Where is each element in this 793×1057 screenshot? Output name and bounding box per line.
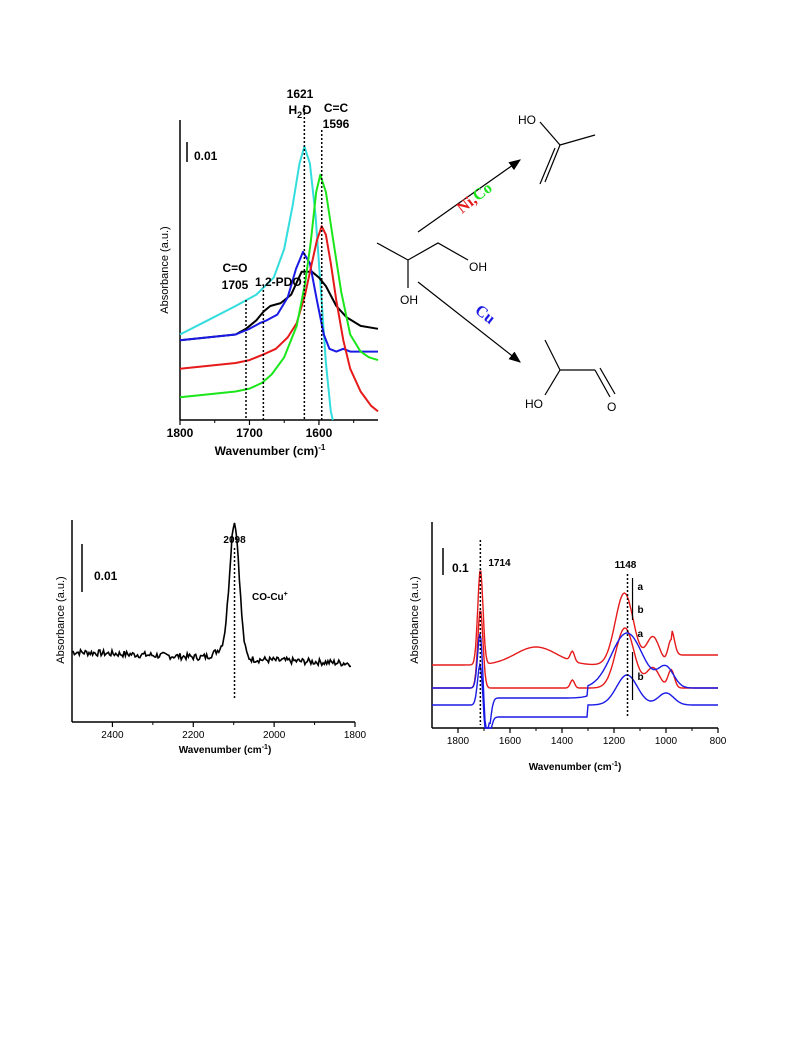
reactant-oh-bottom: OH — [400, 293, 418, 307]
p1-series-4 — [179, 173, 379, 399]
p1-annotation-co-value: 1705 — [222, 278, 249, 292]
p3-x-tick-label: 1000 — [655, 736, 678, 747]
p2-x-label: Wavenumber (cm-1) — [179, 744, 272, 756]
product-top-methyl-bond — [559, 134, 596, 146]
p3-series-tag: b — [638, 672, 644, 683]
p3-x-label: Wavenumber (cm-1) — [529, 761, 622, 773]
catalyst-cu-label: Cu — [472, 302, 499, 328]
p2-x-tick-label: 2000 — [263, 730, 286, 741]
p3-series-tag: a — [638, 629, 644, 640]
p3-series-0 — [432, 570, 718, 666]
p2-x-tick-label: 1800 — [344, 730, 367, 741]
reaction-scheme — [376, 121, 616, 398]
p1-annotation-water-label: H2O — [288, 103, 311, 120]
p3-y-label: Absorbance (a.u.) — [409, 576, 421, 663]
product-top-oh-bond — [539, 121, 561, 146]
p1-annotation-cc-value: 1596 — [323, 117, 350, 131]
p1-y-label: Absorbance (a.u.) — [159, 226, 171, 313]
product-bottom-co-bond-2 — [599, 367, 616, 395]
product-top-double-bond-1 — [544, 144, 561, 183]
p2-scale-label: 0.01 — [94, 569, 118, 583]
p3-series-tag: b — [638, 605, 644, 616]
p1-annotation-water-value: 1621 — [287, 87, 314, 101]
p2-annotation-peak: 2098 — [223, 535, 246, 546]
panel-top-ir-spectra: 0.01 Absorbance (a.u.) 1800 1700 1600 C=O 1… — [159, 87, 379, 458]
product-top-double-bond-2 — [539, 147, 556, 185]
product-bottom-methyl-bond — [544, 339, 561, 371]
p1-x-tick-label: 1600 — [306, 426, 333, 440]
p3-annotation-1714: 1714 — [488, 558, 511, 569]
p3-x-tick-label: 800 — [710, 736, 727, 747]
panel-co-cu-spectrum: 0.01 Absorbance (a.u.) 2400 2200 2000 1800 … — [55, 520, 367, 756]
p1-annotation-pdo: 1,2-PDO — [255, 275, 302, 289]
arrow-ni-co — [417, 159, 521, 233]
p3-x-tick-label: 1800 — [447, 736, 470, 747]
p3-series-2 — [432, 632, 718, 729]
p3-x-tick-label: 1200 — [603, 736, 626, 747]
product-bottom-ho: HO — [525, 397, 543, 411]
product-bottom-co-bond-1 — [594, 369, 611, 398]
product-top-ho: HO — [518, 113, 536, 127]
panel-red-blue-spectra: 0.1 Absorbance (a.u.) 1800 1600 1400 1200 10… — [409, 522, 727, 773]
p3-annotation-1148: 1148 — [615, 560, 637, 571]
arrow-cu — [417, 281, 521, 363]
p2-y-label: Absorbance (a.u.) — [55, 576, 67, 663]
product-bottom-oh-bond — [544, 369, 561, 396]
p2-series-0 — [71, 522, 352, 668]
p1-x-tick-label: 1700 — [236, 426, 263, 440]
p2-x-tick-label: 2200 — [182, 730, 205, 741]
p1-series-3 — [179, 225, 379, 413]
p1-annotation-co-label: C=O — [222, 261, 247, 275]
p3-x-tick-label: 1400 — [551, 736, 574, 747]
reactant-oh-right: OH — [469, 260, 487, 274]
p3-scale-label: 0.1 — [452, 561, 469, 575]
p3-x-tick-label: 1600 — [499, 736, 522, 747]
reactant-skeleton — [376, 242, 469, 261]
p2-annotation-co-cu: CO-Cu+ — [252, 591, 288, 603]
p1-scale-label: 0.01 — [194, 149, 218, 163]
p1-x-tick-label: 1800 — [167, 426, 194, 440]
p1-x-label: Wavenumber (cm)-1 — [215, 443, 326, 458]
p1-series-0 — [179, 145, 334, 421]
p1-annotation-cc-label: C=C — [324, 101, 349, 115]
p1-series-2 — [179, 250, 378, 353]
p3-series-tag: a — [638, 582, 644, 593]
p2-x-tick-label: 2400 — [101, 730, 124, 741]
product-bottom-o: O — [607, 400, 616, 414]
catalyst-ni-co-label: Ni,Co — [454, 179, 496, 217]
